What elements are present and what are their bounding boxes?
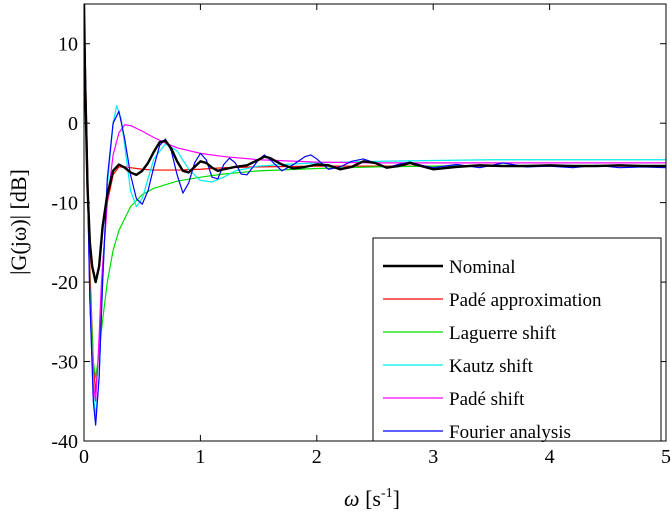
x-tick-label-1: 1 xyxy=(195,446,205,468)
y-tick-label-5: 10 xyxy=(58,34,78,56)
x-axis-symbol: ω xyxy=(344,486,360,511)
x-axis-unit-exp: -1 xyxy=(381,486,393,501)
x-tick-label-3: 3 xyxy=(428,446,438,468)
x-axis-label: ω [s-1] xyxy=(344,486,400,511)
legend-label-5: Fourier analysis xyxy=(449,422,571,443)
series-line-pad-shift xyxy=(84,4,666,402)
y-tick-label-4: 0 xyxy=(68,113,78,135)
x-tick-label-0: 0 xyxy=(79,446,89,468)
x-tick-label-2: 2 xyxy=(312,446,322,468)
x-axis: 0 1 2 3 4 5 xyxy=(79,4,671,468)
y-tick-label-1: -30 xyxy=(51,352,78,374)
x-tick-label-4: 4 xyxy=(545,446,555,468)
y-axis-label: |G(jω)| [dB] xyxy=(6,169,31,275)
legend-label-2: Laguerre shift xyxy=(449,323,557,344)
x-axis-unit-close: ] xyxy=(393,486,400,511)
x-axis-unit-base: [s xyxy=(360,486,381,511)
y-axis: -40 -30 -20 -10 0 10 xyxy=(51,34,666,453)
legend-label-0: Nominal xyxy=(449,257,516,278)
x-tick-label-5: 5 xyxy=(661,446,671,468)
y-tick-label-2: -20 xyxy=(51,272,78,294)
legend-label-3: Kautz shift xyxy=(449,356,534,377)
y-tick-label-3: -10 xyxy=(51,193,78,215)
series-line-fourier-analysis xyxy=(84,4,666,426)
y-tick-label-0: -40 xyxy=(51,431,78,453)
series-line-nominal xyxy=(84,4,666,284)
legend: Nominal Padé approximation Laguerre shift K… xyxy=(372,237,662,443)
series-layer xyxy=(84,4,666,426)
legend-box xyxy=(372,237,662,442)
legend-label-1: Padé approximation xyxy=(449,290,602,311)
legend-label-4: Padé shift xyxy=(449,389,525,410)
